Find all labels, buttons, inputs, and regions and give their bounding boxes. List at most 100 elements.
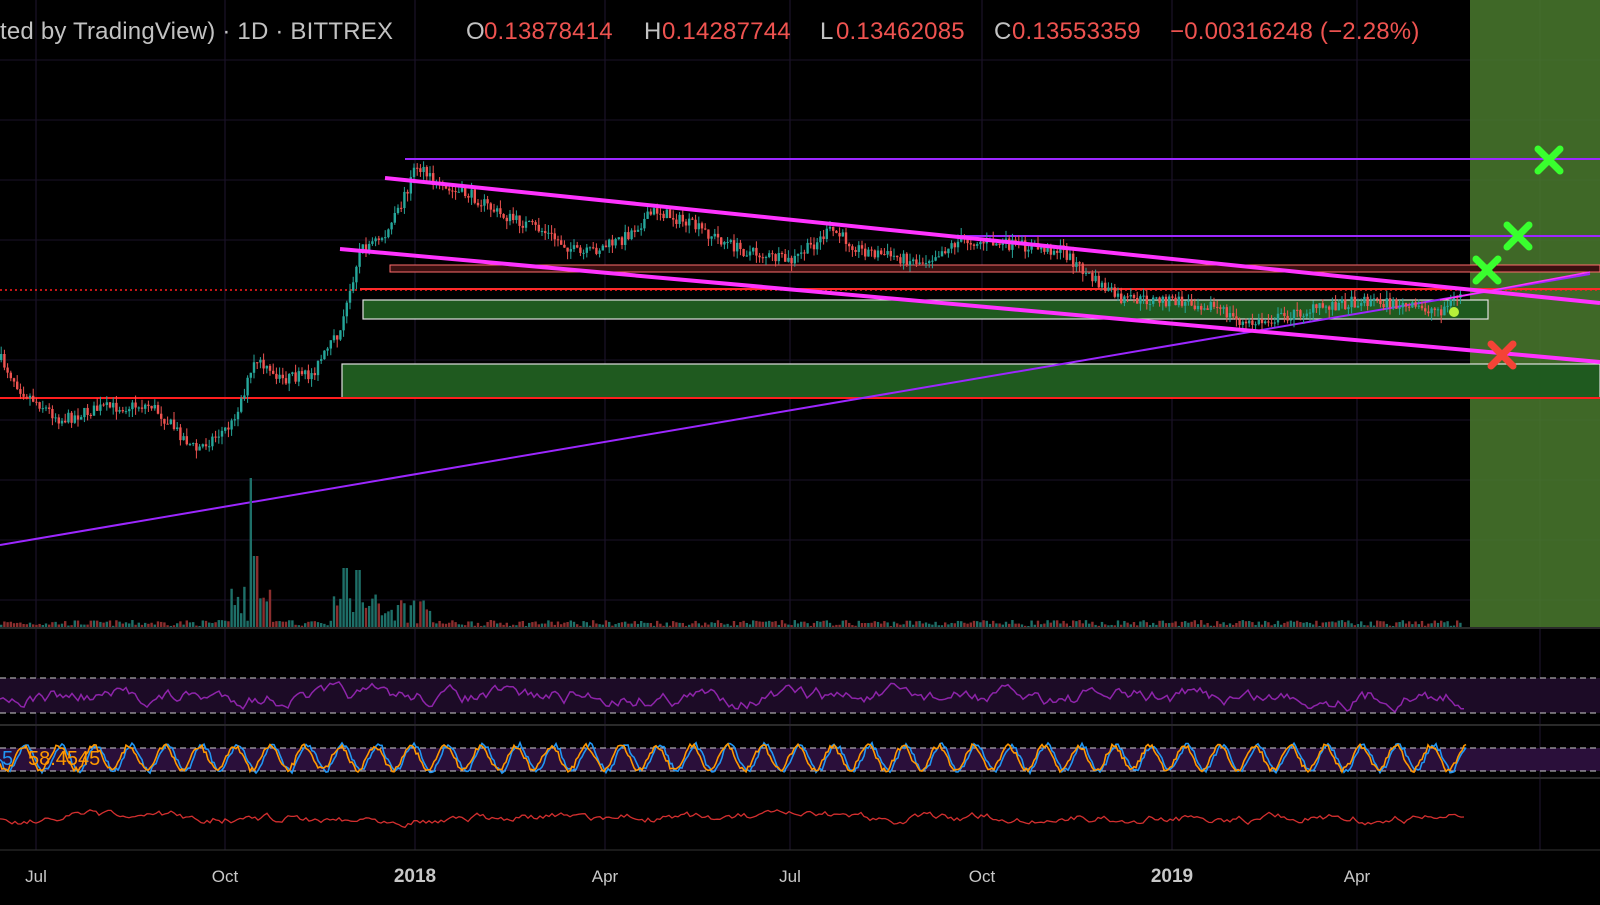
candle	[476, 202, 480, 206]
volume-bar	[483, 625, 486, 628]
candle	[851, 246, 854, 251]
candle	[371, 241, 374, 244]
candle	[1414, 302, 1417, 307]
volume-bar	[304, 623, 307, 628]
volume-bar	[121, 623, 124, 628]
volume-bar	[1193, 620, 1196, 628]
candle	[780, 253, 784, 255]
candle	[1408, 306, 1411, 308]
volume-bar	[448, 622, 451, 628]
volume-bar	[1395, 622, 1398, 628]
candle	[1209, 301, 1212, 310]
candle	[1372, 298, 1376, 301]
volume-bar	[816, 621, 819, 628]
volume-bar	[1299, 622, 1302, 628]
volume-bar	[1094, 624, 1097, 628]
volume-bar	[451, 620, 454, 628]
candle	[844, 232, 848, 244]
volume-bar	[851, 625, 854, 628]
candle	[1075, 262, 1078, 267]
volume-bar	[924, 622, 928, 628]
volume-bar	[1164, 623, 1168, 628]
candle	[249, 372, 252, 378]
candle	[1292, 309, 1296, 320]
volume-bar	[486, 621, 489, 628]
volume-bar	[275, 621, 278, 628]
candle	[377, 238, 380, 240]
volume-bar	[918, 620, 921, 628]
volume-bar	[556, 621, 560, 628]
candle	[41, 408, 44, 410]
candle	[944, 251, 947, 254]
volume-bar	[726, 623, 729, 628]
volume-bar	[246, 620, 249, 628]
candle	[60, 420, 64, 424]
candle	[38, 402, 41, 409]
candle	[883, 254, 886, 256]
candle	[608, 239, 611, 248]
candle	[1024, 240, 1027, 252]
volume-bar	[870, 622, 873, 628]
volume-bar	[1030, 620, 1033, 628]
candle	[256, 362, 259, 364]
volume-bar	[137, 622, 140, 628]
volume-bar	[204, 620, 208, 628]
volume-bar	[1251, 622, 1254, 628]
volume-bar	[460, 624, 464, 628]
volume-bar	[745, 622, 748, 628]
volume-bar	[627, 623, 630, 628]
candle	[899, 257, 902, 264]
candle	[630, 230, 633, 240]
volume-bar	[166, 625, 169, 628]
volume-bar	[230, 588, 233, 628]
candle	[16, 381, 19, 390]
candle	[156, 405, 160, 414]
volume-bar	[428, 610, 432, 628]
volume-bar	[1107, 625, 1110, 628]
candle	[1356, 305, 1360, 308]
candle	[99, 404, 102, 411]
volume-bar	[1372, 625, 1376, 628]
volume-bar	[326, 625, 329, 628]
volume-bar	[780, 620, 784, 628]
volume-bar	[28, 622, 32, 628]
candle	[652, 208, 656, 215]
candle	[384, 237, 387, 239]
candle	[1100, 282, 1104, 288]
candle	[361, 244, 364, 250]
volume-bar	[1123, 621, 1126, 628]
candle	[6, 367, 9, 373]
volume-bar	[412, 600, 416, 628]
candle	[1158, 297, 1161, 303]
candle	[393, 212, 396, 223]
volume-bar	[112, 625, 115, 628]
candle	[784, 254, 787, 262]
candle	[976, 244, 979, 246]
volume-bar	[1363, 625, 1366, 628]
volume-bar	[668, 625, 672, 628]
candle	[720, 237, 723, 245]
volume-bar	[220, 620, 224, 628]
candle	[1203, 308, 1206, 310]
candle	[1152, 297, 1155, 304]
volume-bar	[972, 620, 976, 628]
volume-bar	[243, 586, 246, 628]
candle	[1020, 240, 1024, 243]
candle	[470, 189, 473, 198]
volume-bar	[675, 622, 678, 628]
volume-bar	[534, 621, 537, 628]
candle	[473, 189, 476, 203]
volume-bar	[99, 621, 102, 628]
candle	[73, 415, 76, 423]
close-key: C	[994, 18, 1012, 45]
volume-bar	[3, 621, 6, 628]
volume-bar	[25, 624, 28, 628]
volume-bar	[643, 622, 646, 628]
candle	[633, 230, 636, 232]
volume-bar	[236, 596, 240, 628]
volume-bar	[1216, 621, 1219, 628]
candle	[1340, 299, 1344, 303]
candle	[1155, 297, 1158, 299]
